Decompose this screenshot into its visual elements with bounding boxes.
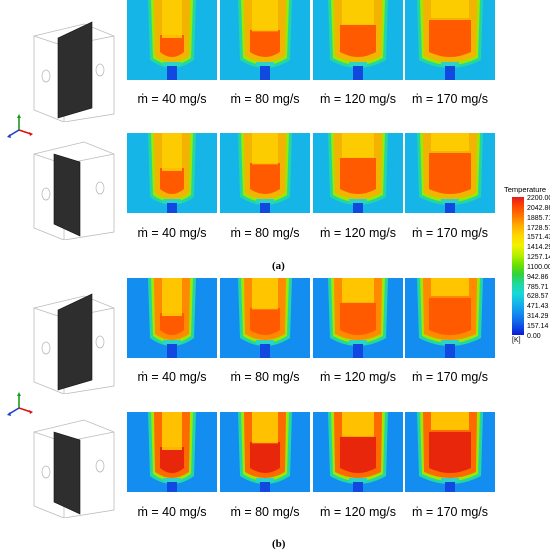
contour-panel-b-top-1 <box>127 278 217 358</box>
legend-tick-label: 1885.71 <box>527 214 550 222</box>
burner-schematic-a-bottom <box>28 132 120 241</box>
legend-ticks: 2200.00 2042.86 1885.71 1728.57 1571.43 1414.… <box>527 194 550 342</box>
legend-tick-label: 1728.57 <box>527 224 550 232</box>
contour-panel-b-top-4 <box>405 278 495 358</box>
legend-tick-label: 1571.43 <box>527 234 550 242</box>
legend-tick-label: 1257.14 <box>527 254 550 262</box>
mass-flow-label-b-bottom-4: ṁ = 170 mg/s <box>411 505 489 519</box>
contour-panel-a-bottom-2 <box>220 133 310 213</box>
mass-flow-label-a-bottom-1: ṁ = 40 mg/s <box>137 226 207 240</box>
legend-tick-label: 471.43 <box>527 303 549 311</box>
contour-panel-b-top-2 <box>220 278 310 358</box>
legend-tick-label: 1414.29 <box>527 244 550 252</box>
contour-panel-a-bottom-3 <box>313 133 403 213</box>
mass-flow-label-a-bottom-4: ṁ = 170 mg/s <box>411 226 489 240</box>
contour-panel-b-bottom-3 <box>313 412 403 492</box>
mass-flow-label-b-top-2: ṁ = 80 mg/s <box>230 370 300 384</box>
legend-tick-label: 157.14 <box>527 322 549 330</box>
sub-label-b: (b) <box>272 538 286 550</box>
legend-tick-label: 2200.00 <box>527 195 550 202</box>
mass-flow-label-a-bottom-2: ṁ = 80 mg/s <box>230 226 300 240</box>
legend-title: Temperature <box>504 185 547 194</box>
burner-schematic-b-bottom <box>28 410 120 519</box>
legend-color-bar <box>512 197 524 335</box>
contour-panel-a-top-2 <box>220 0 310 80</box>
contour-panel-a-bottom-1 <box>127 133 217 213</box>
mass-flow-label-b-top-3: ṁ = 120 mg/s <box>319 370 397 384</box>
legend-tick-label: 942.86 <box>527 273 549 281</box>
burner-schematic-b-top <box>28 286 120 395</box>
mass-flow-label-a-top-4: ṁ = 170 mg/s <box>411 92 489 106</box>
burner-schematic-a-top <box>28 14 120 123</box>
contour-panel-a-top-3 <box>313 0 403 80</box>
contour-panel-b-bottom-4 <box>405 412 495 492</box>
contour-panel-b-top-3 <box>313 278 403 358</box>
mass-flow-label-a-top-2: ṁ = 80 mg/s <box>230 92 300 106</box>
mass-flow-label-a-top-3: ṁ = 120 mg/s <box>319 92 397 106</box>
contour-panel-b-bottom-1 <box>127 412 217 492</box>
legend-tick-label: 314.29 <box>527 313 549 321</box>
mass-flow-label-b-bottom-2: ṁ = 80 mg/s <box>230 505 300 519</box>
sub-label-a: (a) <box>272 260 285 272</box>
mass-flow-label-b-bottom-1: ṁ = 40 mg/s <box>137 505 207 519</box>
mass-flow-label-b-top-4: ṁ = 170 mg/s <box>411 370 489 384</box>
legend-tick-label: 0.00 <box>527 332 541 340</box>
mass-flow-label-a-top-1: ṁ = 40 mg/s <box>137 92 207 106</box>
contour-panel-a-top-1 <box>127 0 217 80</box>
mass-flow-label-b-top-1: ṁ = 40 mg/s <box>137 370 207 384</box>
axis-triad-icon-a <box>4 112 34 142</box>
legend-tick-label: 2042.86 <box>527 204 550 212</box>
contour-panel-a-bottom-4 <box>405 133 495 213</box>
contour-panel-a-top-4 <box>405 0 495 80</box>
legend-tick-label: 628.57 <box>527 293 549 301</box>
legend-tick-label: 1100.00 <box>527 263 550 271</box>
legend-unit: [K] <box>512 337 521 344</box>
axis-triad-icon-b <box>4 390 34 420</box>
mass-flow-label-b-bottom-3: ṁ = 120 mg/s <box>319 505 397 519</box>
mass-flow-label-a-bottom-3: ṁ = 120 mg/s <box>319 226 397 240</box>
legend-tick-label: 785.71 <box>527 283 549 291</box>
contour-panel-b-bottom-2 <box>220 412 310 492</box>
